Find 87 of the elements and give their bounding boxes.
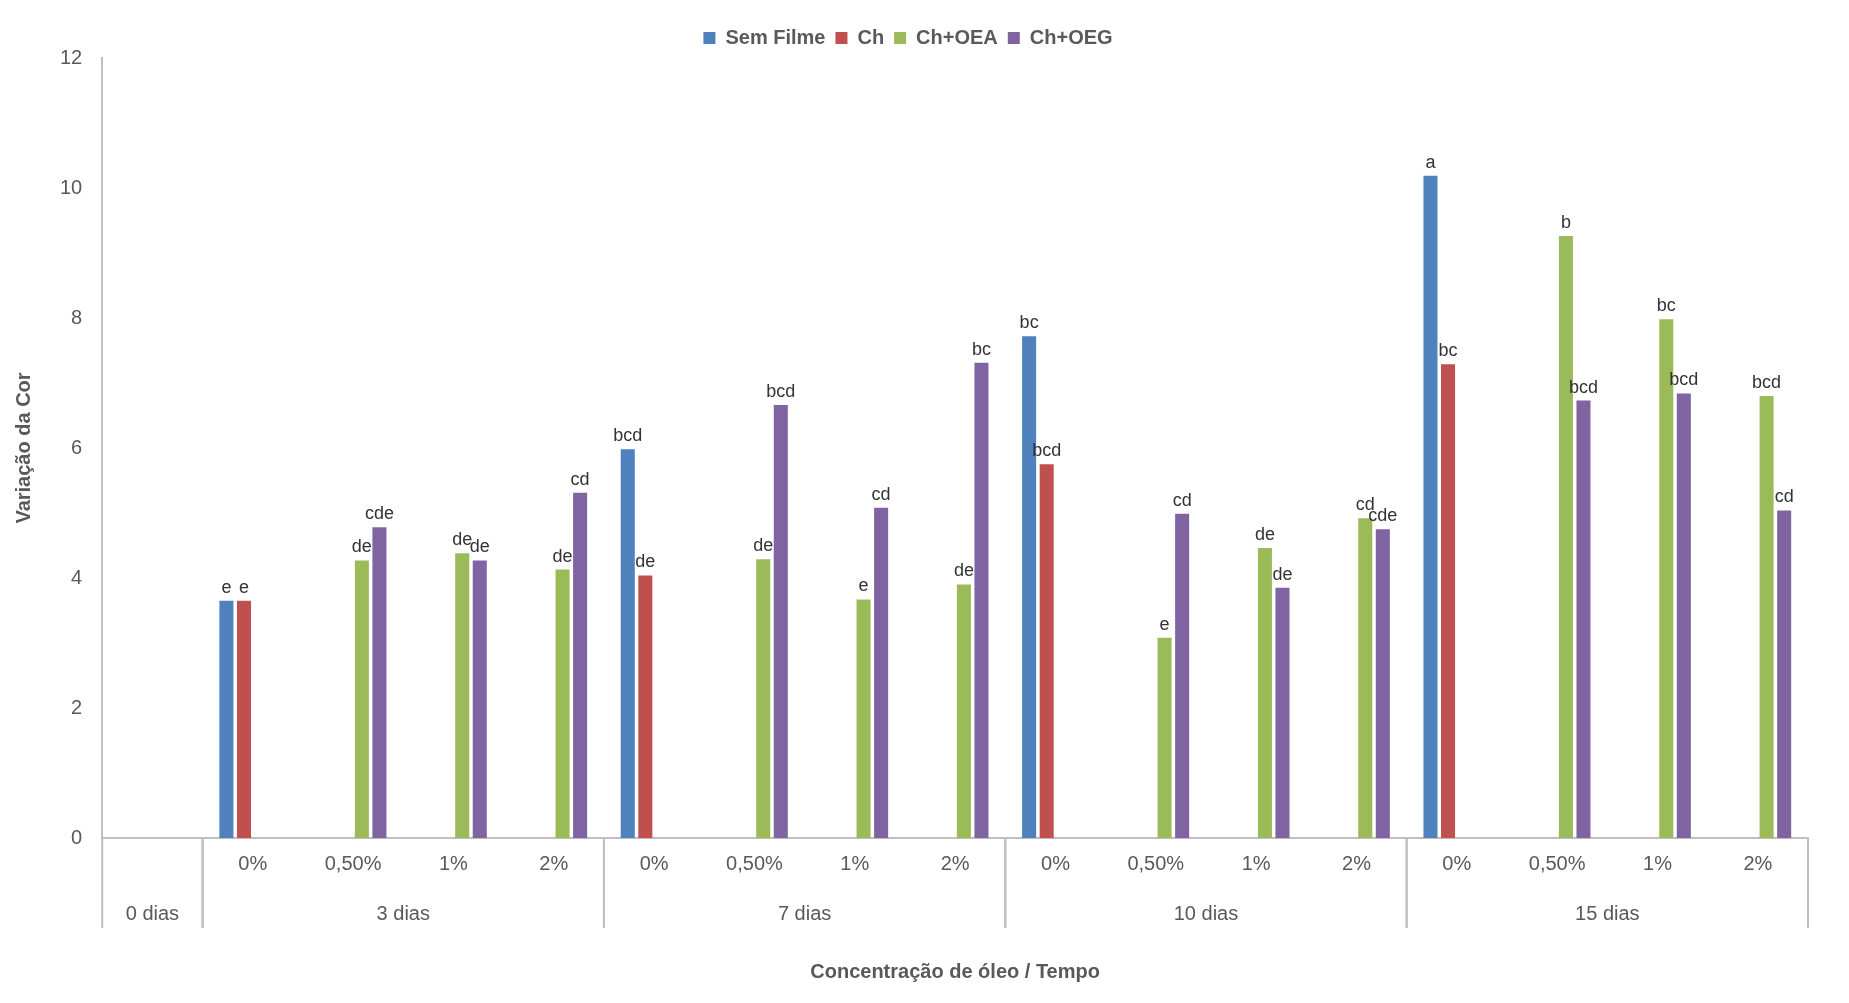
x-tick-label: 0,50% xyxy=(324,851,382,874)
bar xyxy=(1676,393,1691,838)
data-label: a xyxy=(1425,151,1437,172)
legend-label: Ch+OEG xyxy=(1029,25,1113,48)
y-tick-label: 0 xyxy=(71,825,83,848)
bar xyxy=(1257,548,1272,838)
x-tick-label: 0,50% xyxy=(1127,851,1185,874)
y-tick-label: 6 xyxy=(71,435,83,458)
data-label: b xyxy=(1560,212,1571,233)
data-label: de xyxy=(1254,524,1275,545)
x-tick-label: 1% xyxy=(1643,851,1673,874)
x-tick-label: 0,50% xyxy=(1528,851,1586,874)
bar xyxy=(236,600,251,838)
x-tick-label: 0% xyxy=(238,851,268,874)
bar xyxy=(219,600,234,838)
data-label: bc xyxy=(1019,312,1039,333)
text: 15 dias xyxy=(1575,901,1640,924)
data-label: bc xyxy=(1438,340,1458,361)
bar xyxy=(773,405,788,838)
data-label: bcd xyxy=(1752,371,1782,392)
data-label: bc xyxy=(1656,295,1676,316)
bar xyxy=(1441,364,1456,838)
data-label: cd xyxy=(570,468,590,489)
data-label: bcd xyxy=(766,381,796,402)
x-tick-label: 0% xyxy=(639,851,669,874)
x-tick-label: 0% xyxy=(1041,851,1071,874)
bar xyxy=(354,560,369,838)
data-label: cd xyxy=(1172,489,1192,510)
text: 0 dias xyxy=(125,901,180,924)
x-tick-label: 1% xyxy=(438,851,469,874)
bar xyxy=(455,553,470,838)
data-label: de xyxy=(953,560,974,581)
bar xyxy=(1275,587,1290,838)
bar xyxy=(1157,637,1172,838)
data-label: de xyxy=(753,535,774,556)
data-label: de xyxy=(635,551,656,572)
data-label: bcd xyxy=(613,425,643,446)
text: 10 dias xyxy=(1173,901,1239,924)
text: 7 dias xyxy=(777,901,832,924)
data-label: e xyxy=(221,576,232,597)
data-label: de xyxy=(351,536,372,557)
x-tick-label: 2% xyxy=(539,851,569,874)
bar xyxy=(472,560,487,838)
legend-label: Sem Filme xyxy=(725,25,826,48)
y-tick-label: 10 xyxy=(60,175,83,198)
y-tick-label: 2 xyxy=(71,695,83,718)
bar xyxy=(856,599,871,838)
bar xyxy=(555,569,570,838)
data-label: e xyxy=(1159,613,1170,634)
bar xyxy=(1423,175,1438,838)
x-tick-label: 2% xyxy=(940,851,970,874)
data-label: de xyxy=(552,545,573,566)
bar xyxy=(1576,400,1591,838)
bar xyxy=(956,584,971,838)
bar xyxy=(620,449,635,838)
x-tick-label: 2% xyxy=(1743,851,1773,874)
y-axis-title: Variação da Cor xyxy=(11,372,34,524)
x-tick-label: 2% xyxy=(1342,851,1372,874)
data-label: cd xyxy=(871,483,891,504)
data-label: e xyxy=(238,576,249,597)
x-tick-label: 0% xyxy=(1442,851,1472,874)
y-tick-label: 8 xyxy=(71,305,83,328)
text: 3 dias xyxy=(376,901,430,924)
legend-label: Ch xyxy=(857,25,885,48)
bar xyxy=(874,507,889,838)
legend-label: Ch+OEA xyxy=(916,25,998,48)
bar xyxy=(638,575,653,838)
bar xyxy=(756,559,771,838)
x-tick-label: 1% xyxy=(840,851,870,874)
bar xyxy=(1759,396,1774,838)
bar xyxy=(1375,529,1390,838)
data-label: e xyxy=(858,575,869,596)
x-axis-title: Concentração de óleo / Tempo xyxy=(810,959,1100,982)
bar xyxy=(1039,464,1054,838)
data-label: cde xyxy=(364,503,394,524)
bar xyxy=(974,362,989,838)
x-tick-label: 1% xyxy=(1241,851,1271,874)
bar xyxy=(372,527,387,838)
data-label: de xyxy=(1272,563,1293,584)
bar xyxy=(1175,513,1190,838)
bar xyxy=(573,492,588,838)
data-label: cd xyxy=(1774,486,1794,507)
x-tick-label: 0,50% xyxy=(726,851,784,874)
y-tick-label: 4 xyxy=(71,565,83,588)
bar xyxy=(1777,510,1792,838)
data-label: bc xyxy=(971,338,991,359)
y-tick-label: 12 xyxy=(60,45,83,68)
